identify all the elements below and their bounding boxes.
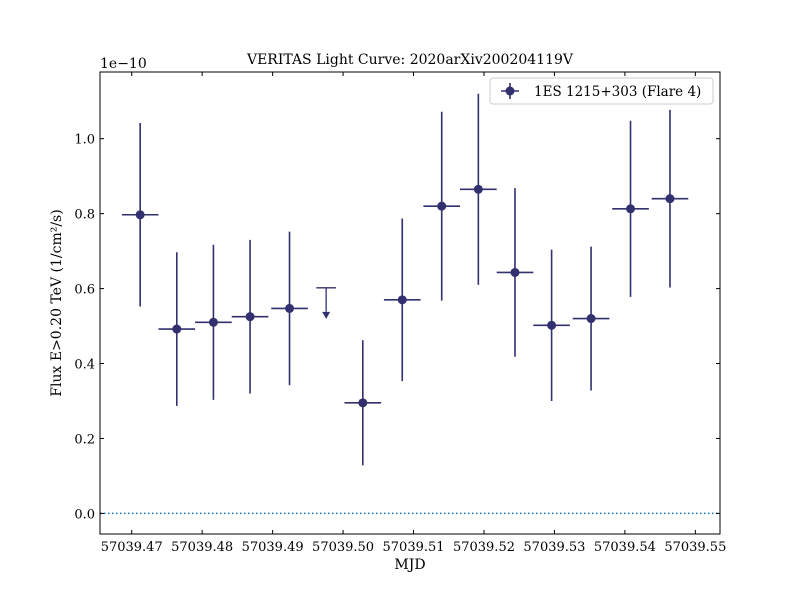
chart-title: VERITAS Light Curve: 2020arXiv200204119V (246, 52, 574, 68)
x-tick-label: 57039.50 (312, 540, 374, 555)
x-tick-label: 57039.47 (101, 540, 163, 555)
x-axis-label: MJD (394, 557, 425, 573)
data-point (572, 246, 610, 391)
y-axis-label: Flux E>0.20 TeV (1/cm²/s) (49, 209, 65, 396)
data-marker (285, 303, 295, 313)
data-point (195, 244, 232, 400)
data-marker (665, 194, 675, 204)
legend: 1ES 1215+303 (Flare 4) (489, 77, 714, 105)
data-marker (135, 210, 145, 220)
plot-area (100, 93, 720, 515)
plot-frame (99, 71, 721, 535)
legend-entry-label: 1ES 1215+303 (Flare 4) (534, 84, 701, 100)
data-point (158, 252, 196, 406)
data-marker (358, 398, 368, 408)
data-point (460, 93, 497, 285)
data-point (612, 120, 649, 297)
data-marker (510, 267, 520, 277)
data-marker (586, 314, 596, 324)
data-marker (172, 324, 182, 334)
data-marker (473, 184, 483, 194)
legend-box (489, 77, 714, 105)
data-point (231, 239, 269, 394)
data-marker (626, 204, 636, 214)
upper-limit (316, 287, 337, 319)
data-marker (245, 312, 255, 322)
data-point (533, 249, 570, 401)
x-tick-label: 57039.55 (664, 540, 726, 555)
data-point (496, 188, 534, 357)
y-tick-label: 0.2 (74, 432, 95, 447)
upper-limit-arrow (322, 311, 331, 319)
x-tick-label: 57039.52 (453, 540, 515, 555)
data-marker (397, 295, 407, 305)
x-tick-label: 57039.53 (523, 540, 585, 555)
y-tick-label: 0.4 (74, 358, 95, 373)
x-tick-label: 57039.51 (383, 540, 445, 555)
data-point (121, 122, 159, 307)
data-point (271, 231, 308, 386)
data-marker (547, 320, 557, 330)
y-tick-label: 1.0 (74, 133, 95, 148)
x-tick-label: 57039.49 (242, 540, 304, 555)
axes: 57039.47 57039.48 57039.49 57039.50 57039.51… (74, 71, 726, 555)
data-point (344, 340, 382, 466)
y-tick-label: 0.0 (74, 507, 95, 522)
x-tick-label: 57039.48 (171, 540, 233, 555)
y-axis-offset-label: 1e−10 (100, 56, 147, 72)
data-point (423, 111, 461, 301)
x-tick-label: 57039.54 (594, 540, 656, 555)
legend-marker (505, 86, 515, 96)
y-tick-label: 0.6 (74, 283, 95, 298)
y-tick-label: 0.8 (74, 208, 95, 223)
data-marker (437, 201, 447, 211)
data-marker (208, 317, 218, 327)
data-point (651, 109, 689, 288)
data-point (383, 218, 421, 382)
